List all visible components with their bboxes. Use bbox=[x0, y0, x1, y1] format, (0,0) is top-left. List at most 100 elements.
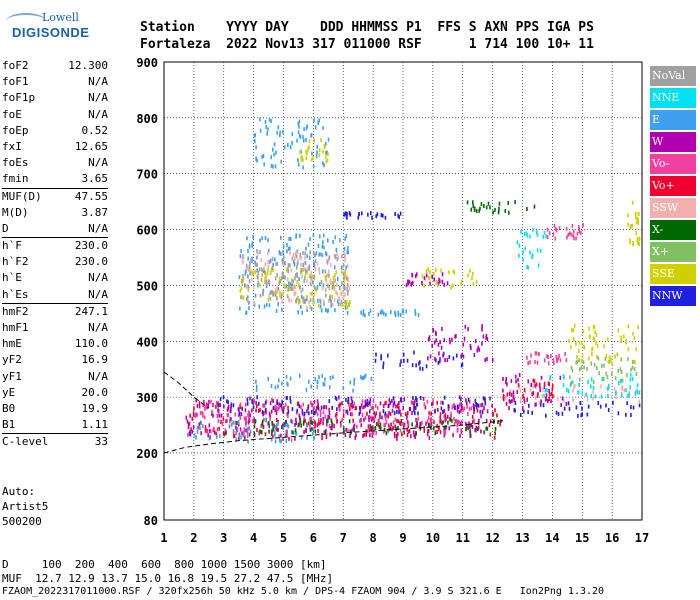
echo-mark bbox=[277, 427, 279, 432]
echo-mark bbox=[324, 276, 327, 281]
echo-mark bbox=[314, 267, 317, 272]
param-name: foF1 bbox=[2, 75, 29, 89]
echo-mark bbox=[316, 144, 319, 149]
echo-mark bbox=[631, 359, 634, 364]
echo-mark bbox=[210, 411, 213, 416]
echo-mark bbox=[344, 432, 347, 437]
echo-mark bbox=[485, 335, 487, 340]
param-row: foEs N/A bbox=[2, 155, 108, 171]
echo-mark bbox=[588, 326, 590, 331]
echo-mark bbox=[298, 422, 300, 427]
echo-mark bbox=[363, 432, 366, 437]
echo-mark bbox=[333, 253, 336, 258]
echo-mark bbox=[473, 353, 476, 358]
echo-mark bbox=[286, 294, 289, 299]
echo-mark bbox=[577, 225, 580, 230]
echo-mark bbox=[476, 427, 479, 432]
echo-mark bbox=[397, 312, 400, 317]
echo-mark bbox=[553, 394, 555, 399]
echo-mark bbox=[349, 412, 352, 417]
param-value: N/A bbox=[88, 321, 108, 334]
echo-mark bbox=[598, 371, 600, 376]
echo-mark bbox=[469, 343, 472, 348]
echo-mark bbox=[472, 281, 475, 286]
echo-mark bbox=[396, 409, 398, 414]
echo-mark bbox=[370, 376, 373, 381]
echo-mark bbox=[267, 376, 270, 381]
param-row: D N/A bbox=[2, 221, 108, 237]
echo-mark bbox=[302, 165, 304, 170]
echo-mark bbox=[346, 311, 349, 316]
echo-mark bbox=[315, 405, 318, 410]
echo-mark bbox=[629, 238, 631, 243]
echo-mark bbox=[295, 417, 297, 422]
echo-mark bbox=[282, 291, 285, 296]
echo-mark bbox=[294, 251, 297, 256]
echo-mark bbox=[505, 380, 507, 385]
echo-mark bbox=[463, 336, 466, 341]
echo-mark bbox=[385, 416, 387, 421]
echo-mark bbox=[216, 427, 219, 432]
echo-mark bbox=[322, 161, 324, 166]
echo-mark bbox=[582, 360, 585, 365]
echo-mark bbox=[611, 371, 613, 376]
echo-mark bbox=[292, 287, 295, 292]
echo-mark bbox=[291, 283, 294, 288]
echo-mark bbox=[485, 426, 487, 431]
echo-mark bbox=[329, 262, 332, 267]
echo-mark bbox=[523, 231, 526, 236]
echo-mark bbox=[582, 329, 585, 334]
echo-mark bbox=[268, 279, 270, 284]
echo-mark bbox=[211, 409, 213, 414]
echo-mark bbox=[517, 383, 520, 388]
echo-mark bbox=[465, 398, 467, 403]
echo-mark bbox=[241, 281, 244, 286]
echo-mark bbox=[344, 211, 347, 216]
echo-mark bbox=[437, 427, 440, 432]
echo-mark bbox=[289, 263, 291, 268]
param-name: fxI bbox=[2, 139, 22, 153]
echo-mark bbox=[284, 285, 286, 290]
echo-mark bbox=[317, 402, 319, 407]
echo-mark bbox=[575, 360, 577, 365]
echo-mark bbox=[526, 207, 528, 212]
echo-mark bbox=[323, 301, 325, 306]
echo-mark bbox=[329, 278, 332, 283]
echo-mark bbox=[329, 432, 331, 437]
echo-mark bbox=[583, 345, 585, 350]
echo-mark bbox=[523, 409, 525, 414]
param-value: N/A bbox=[88, 221, 108, 235]
echo-mark bbox=[250, 269, 253, 274]
echo-mark bbox=[561, 396, 564, 401]
echo-marks bbox=[185, 117, 641, 444]
echo-mark bbox=[450, 285, 453, 290]
echo-mark bbox=[282, 436, 284, 441]
echo-mark bbox=[272, 406, 275, 411]
echo-mark bbox=[423, 283, 425, 288]
echo-mark bbox=[617, 368, 619, 373]
echo-mark bbox=[526, 397, 528, 402]
echo-mark bbox=[432, 426, 435, 431]
echo-mark bbox=[632, 240, 634, 245]
echo-mark bbox=[341, 281, 343, 286]
echo-mark bbox=[451, 418, 453, 423]
echo-mark bbox=[208, 436, 211, 441]
echo-mark bbox=[374, 426, 377, 431]
echo-mark bbox=[240, 412, 243, 417]
echo-mark bbox=[504, 395, 507, 400]
echo-mark bbox=[205, 402, 208, 407]
echo-mark bbox=[347, 277, 350, 282]
echo-mark bbox=[243, 283, 246, 288]
echo-mark bbox=[368, 400, 371, 405]
echo-mark bbox=[534, 395, 537, 400]
echo-mark bbox=[265, 274, 267, 279]
echo-mark bbox=[519, 399, 522, 404]
echo-mark bbox=[251, 256, 253, 261]
echo-mark bbox=[288, 236, 291, 241]
echo-mark bbox=[638, 211, 640, 216]
echo-mark bbox=[308, 274, 311, 279]
echo-mark bbox=[536, 248, 539, 253]
x-tick-label: 6 bbox=[310, 531, 317, 545]
echo-mark bbox=[458, 402, 461, 407]
echo-mark bbox=[450, 413, 452, 418]
